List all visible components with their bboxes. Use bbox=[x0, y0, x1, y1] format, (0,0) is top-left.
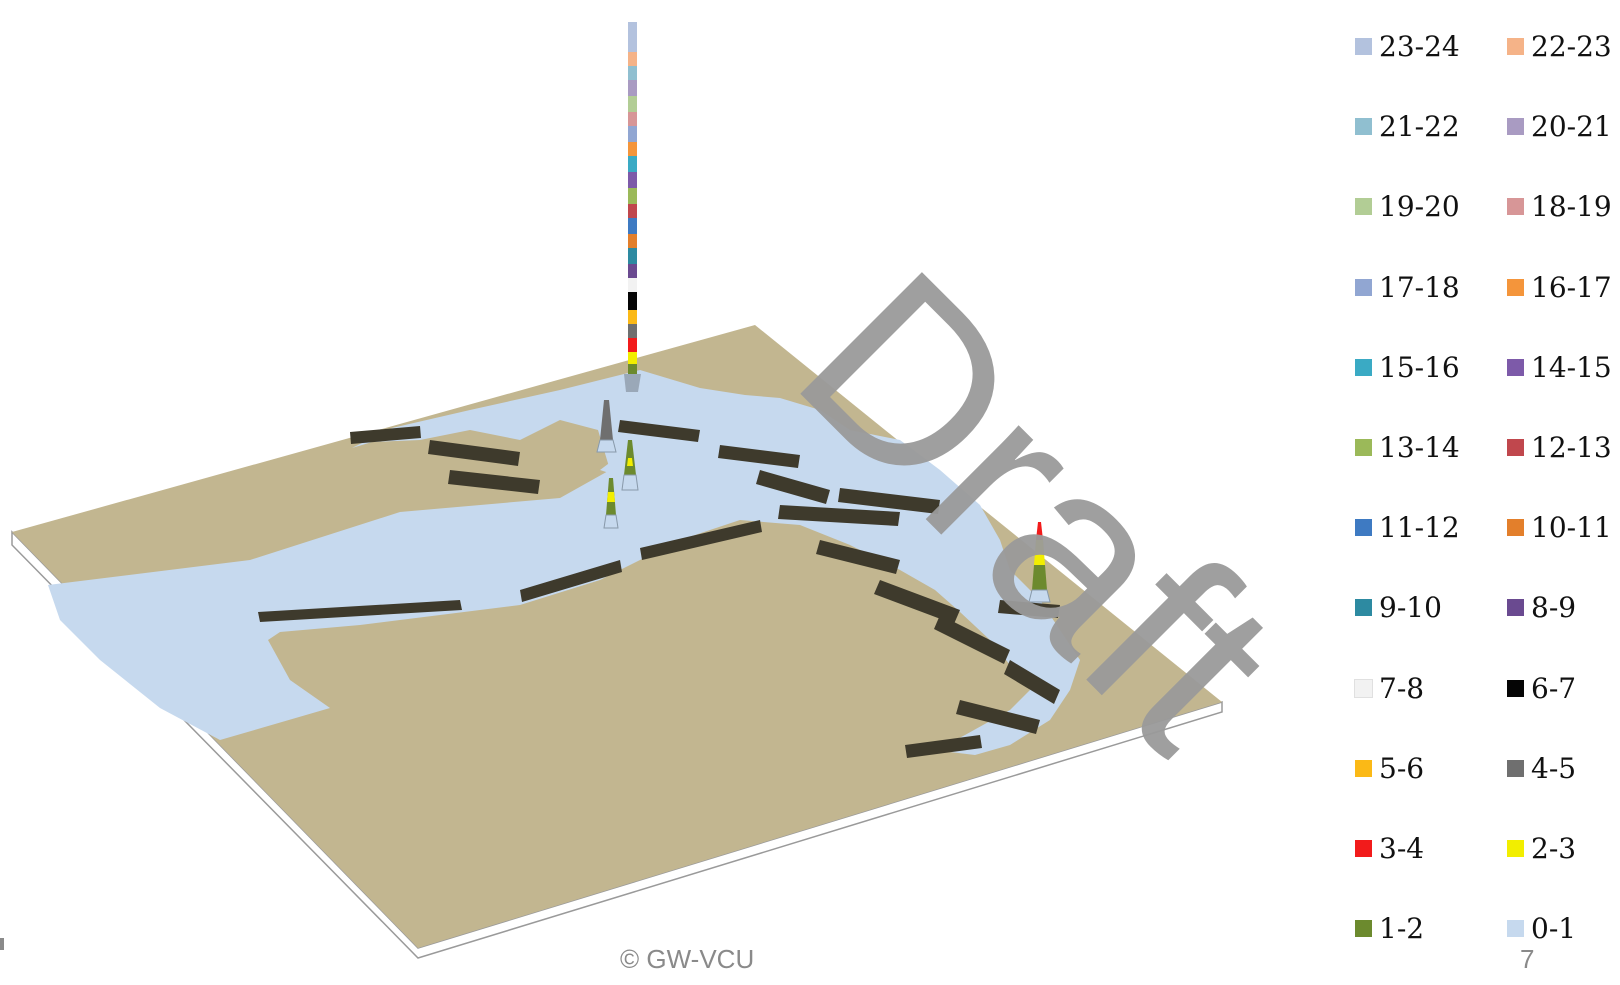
legend-item: 13-14 bbox=[1355, 431, 1460, 464]
legend-item: 20-21 bbox=[1507, 110, 1612, 143]
legend-label: 22-23 bbox=[1531, 30, 1612, 63]
legend-swatch bbox=[1507, 198, 1524, 216]
legend-swatch bbox=[1507, 38, 1524, 55]
legend-swatch bbox=[1355, 840, 1372, 857]
legend-item: 21-22 bbox=[1355, 110, 1460, 143]
legend-item: 11-12 bbox=[1355, 511, 1460, 544]
legend-label: 6-7 bbox=[1531, 671, 1577, 705]
legend-swatch bbox=[1355, 38, 1372, 55]
legend-item: 10-11 bbox=[1507, 511, 1612, 544]
legend-item: 0-1 bbox=[1507, 912, 1576, 945]
legend-label: 14-15 bbox=[1531, 350, 1612, 384]
legend-label: 10-11 bbox=[1531, 511, 1612, 545]
legend-item: 8-9 bbox=[1507, 591, 1576, 624]
legend-label: 21-22 bbox=[1379, 110, 1460, 144]
legend-item: 18-19 bbox=[1507, 190, 1612, 223]
legend-label: 4-5 bbox=[1531, 751, 1577, 785]
legend-label: 9-10 bbox=[1379, 591, 1442, 625]
spike-east bbox=[1028, 522, 1051, 603]
legend-label: 3-4 bbox=[1379, 832, 1425, 865]
legend-item: 17-18 bbox=[1355, 271, 1460, 304]
legend-swatch bbox=[1507, 599, 1524, 617]
legend-item: 1-2 bbox=[1355, 912, 1424, 945]
legend-item: 3-4 bbox=[1355, 832, 1424, 865]
legend-label: 19-20 bbox=[1379, 190, 1460, 224]
legend-label: 0-1 bbox=[1531, 912, 1577, 946]
legend-swatch bbox=[1355, 920, 1372, 938]
legend-swatch bbox=[1355, 759, 1372, 777]
corner-marker bbox=[0, 938, 4, 950]
spike-secondary-c bbox=[603, 478, 619, 529]
legend-label: 17-18 bbox=[1379, 270, 1460, 304]
legend-label: 11-12 bbox=[1379, 511, 1460, 545]
legend-swatch bbox=[1507, 840, 1524, 857]
legend-label: 2-3 bbox=[1531, 832, 1577, 865]
legend-label: 18-19 bbox=[1531, 190, 1612, 224]
water-body bbox=[48, 370, 1080, 755]
legend-label: 15-16 bbox=[1379, 350, 1460, 384]
legend-item: 6-7 bbox=[1507, 672, 1576, 705]
legend-swatch bbox=[1507, 759, 1524, 777]
legend-swatch bbox=[1507, 679, 1524, 697]
legend-swatch bbox=[1355, 118, 1372, 136]
legend-swatch bbox=[1355, 198, 1372, 216]
spike-secondary-b bbox=[621, 440, 639, 491]
legend-item: 4-5 bbox=[1507, 752, 1576, 785]
legend-swatch bbox=[1507, 519, 1524, 537]
legend-item: 22-23 bbox=[1507, 30, 1612, 63]
legend-label: 13-14 bbox=[1379, 431, 1460, 464]
legend-label: 5-6 bbox=[1379, 751, 1425, 785]
legend-item: 15-16 bbox=[1355, 351, 1460, 384]
legend-swatch bbox=[1355, 358, 1372, 376]
footer-copyright: © GW-VCU bbox=[620, 944, 755, 974]
elevation-spikes bbox=[596, 22, 1051, 603]
legend-label: 8-9 bbox=[1531, 591, 1577, 625]
legend-swatch bbox=[1507, 358, 1524, 376]
legend-swatch bbox=[1507, 439, 1524, 456]
legend-label: 20-21 bbox=[1531, 110, 1612, 144]
legend-item: 14-15 bbox=[1507, 351, 1612, 384]
legend-label: 7-8 bbox=[1379, 671, 1425, 705]
legend-item: 12-13 bbox=[1507, 431, 1612, 464]
page-number: 7 bbox=[1520, 944, 1535, 974]
legend-swatch bbox=[1354, 678, 1373, 698]
legend-swatch bbox=[1507, 920, 1524, 938]
legend-item: 23-24 bbox=[1355, 30, 1460, 63]
legend-item: 7-8 bbox=[1354, 671, 1425, 705]
legend-label: 23-24 bbox=[1379, 30, 1460, 63]
legend-swatch bbox=[1507, 118, 1524, 136]
legend-label: 16-17 bbox=[1531, 270, 1612, 304]
legend-swatch bbox=[1355, 278, 1372, 296]
legend-swatch bbox=[1355, 519, 1372, 537]
legend-item: 16-17 bbox=[1507, 271, 1612, 304]
legend-item: 9-10 bbox=[1355, 591, 1442, 624]
legend-swatch bbox=[1355, 599, 1372, 617]
legend-item: 19-20 bbox=[1355, 190, 1460, 223]
shoreline-cliffs bbox=[258, 420, 1060, 758]
legend-label: 1-2 bbox=[1379, 912, 1425, 946]
spike-main bbox=[624, 22, 641, 392]
legend-item: 2-3 bbox=[1507, 832, 1576, 865]
legend-swatch bbox=[1507, 278, 1524, 296]
spike-secondary-a bbox=[596, 400, 617, 453]
legend-item: 5-6 bbox=[1355, 752, 1424, 785]
legend-swatch bbox=[1355, 439, 1372, 456]
legend-label: 12-13 bbox=[1531, 431, 1612, 464]
